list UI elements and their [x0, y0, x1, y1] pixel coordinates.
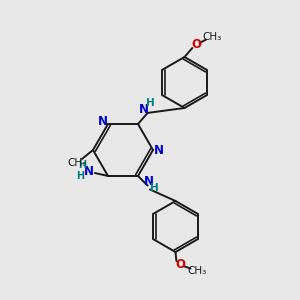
Text: H: H — [150, 183, 159, 193]
Text: CH₃: CH₃ — [202, 32, 222, 43]
Text: CH₃: CH₃ — [188, 266, 207, 277]
Text: O: O — [176, 258, 186, 271]
Text: N: N — [139, 103, 149, 116]
Text: H: H — [78, 160, 86, 170]
Text: N: N — [98, 115, 108, 128]
Text: H: H — [76, 171, 84, 181]
Text: N: N — [144, 176, 154, 188]
Text: CH₃: CH₃ — [68, 158, 87, 168]
Text: N: N — [84, 165, 94, 178]
Text: N: N — [153, 143, 164, 157]
Text: O: O — [191, 38, 201, 51]
Text: H: H — [146, 98, 154, 108]
